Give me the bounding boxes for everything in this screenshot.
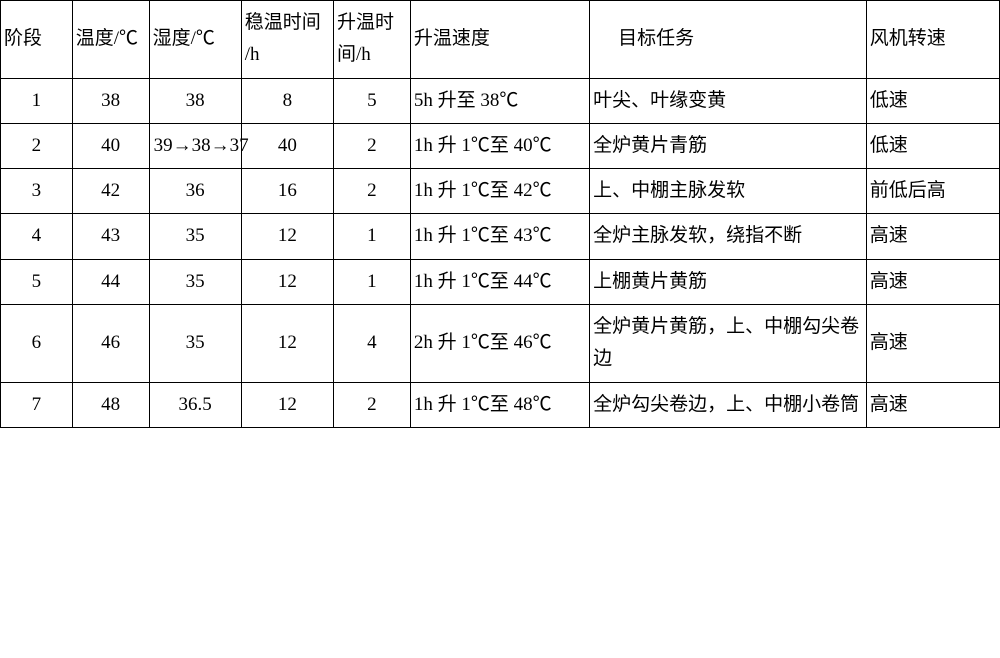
cell-stage: 1 bbox=[1, 78, 73, 123]
cell-heat-speed: 1h 升 1℃至 40℃ bbox=[410, 123, 589, 168]
cell-target: 叶尖、叶缘变黄 bbox=[590, 78, 867, 123]
cell-target: 全炉主脉发软，绕指不断 bbox=[590, 214, 867, 259]
cell-target: 全炉黄片青筋 bbox=[590, 123, 867, 168]
cell-temp: 42 bbox=[72, 169, 149, 214]
cell-heat-time: 2 bbox=[333, 169, 410, 214]
header-stage: 阶段 bbox=[1, 1, 73, 79]
cell-fan-speed: 低速 bbox=[866, 123, 999, 168]
header-stable-time: 稳温时间 /h bbox=[241, 1, 333, 79]
cell-stable-time: 12 bbox=[241, 382, 333, 427]
cell-target: 上棚黄片黄筋 bbox=[590, 259, 867, 304]
cell-fan-speed: 高速 bbox=[866, 214, 999, 259]
cell-stage: 5 bbox=[1, 259, 73, 304]
table-body: 1 38 38 8 5 5h 升至 38℃ 叶尖、叶缘变黄 低速 2 40 39… bbox=[1, 78, 1000, 427]
table-row: 3 42 36 16 2 1h 升 1℃至 42℃ 上、中棚主脉发软 前低后高 bbox=[1, 169, 1000, 214]
cell-stage: 3 bbox=[1, 169, 73, 214]
cell-stage: 2 bbox=[1, 123, 73, 168]
cell-humid: 39→38→37 bbox=[149, 123, 241, 168]
cell-stable-time: 16 bbox=[241, 169, 333, 214]
cell-heat-speed: 1h 升 1℃至 43℃ bbox=[410, 214, 589, 259]
cell-stable-time: 8 bbox=[241, 78, 333, 123]
cell-humid: 36.5 bbox=[149, 382, 241, 427]
cell-heat-speed: 1h 升 1℃至 42℃ bbox=[410, 169, 589, 214]
cell-stable-time: 40 bbox=[241, 123, 333, 168]
table-row: 6 46 35 12 4 2h 升 1℃至 46℃ 全炉黄片黄筋，上、中棚勾尖卷… bbox=[1, 305, 1000, 383]
cell-fan-speed: 高速 bbox=[866, 259, 999, 304]
cell-humid: 35 bbox=[149, 305, 241, 383]
cell-heat-speed: 2h 升 1℃至 46℃ bbox=[410, 305, 589, 383]
cell-stage: 4 bbox=[1, 214, 73, 259]
cell-fan-speed: 高速 bbox=[866, 305, 999, 383]
table-row: 4 43 35 12 1 1h 升 1℃至 43℃ 全炉主脉发软，绕指不断 高速 bbox=[1, 214, 1000, 259]
table-head: 阶段 温度/℃ 湿度/℃ 稳温时间 /h 升温时间/h 升温速度 目标任务 风机… bbox=[1, 1, 1000, 79]
cell-heat-time: 5 bbox=[333, 78, 410, 123]
cell-stage: 6 bbox=[1, 305, 73, 383]
cell-target: 全炉勾尖卷边，上、中棚小卷筒 bbox=[590, 382, 867, 427]
cell-temp: 38 bbox=[72, 78, 149, 123]
cell-temp: 43 bbox=[72, 214, 149, 259]
cell-heat-time: 1 bbox=[333, 214, 410, 259]
cell-humid: 35 bbox=[149, 214, 241, 259]
cell-stage: 7 bbox=[1, 382, 73, 427]
cell-fan-speed: 前低后高 bbox=[866, 169, 999, 214]
cell-heat-time: 1 bbox=[333, 259, 410, 304]
cell-humid: 38 bbox=[149, 78, 241, 123]
cell-stable-time: 12 bbox=[241, 305, 333, 383]
cell-target: 全炉黄片黄筋，上、中棚勾尖卷边 bbox=[590, 305, 867, 383]
process-table: 阶段 温度/℃ 湿度/℃ 稳温时间 /h 升温时间/h 升温速度 目标任务 风机… bbox=[0, 0, 1000, 428]
table-row: 5 44 35 12 1 1h 升 1℃至 44℃ 上棚黄片黄筋 高速 bbox=[1, 259, 1000, 304]
cell-temp: 44 bbox=[72, 259, 149, 304]
cell-heat-time: 2 bbox=[333, 382, 410, 427]
cell-humid: 36 bbox=[149, 169, 241, 214]
table-row: 2 40 39→38→37 40 2 1h 升 1℃至 40℃ 全炉黄片青筋 低… bbox=[1, 123, 1000, 168]
header-humid: 湿度/℃ bbox=[149, 1, 241, 79]
cell-temp: 48 bbox=[72, 382, 149, 427]
cell-heat-speed: 1h 升 1℃至 48℃ bbox=[410, 382, 589, 427]
cell-fan-speed: 低速 bbox=[866, 78, 999, 123]
cell-target: 上、中棚主脉发软 bbox=[590, 169, 867, 214]
table-row: 7 48 36.5 12 2 1h 升 1℃至 48℃ 全炉勾尖卷边，上、中棚小… bbox=[1, 382, 1000, 427]
cell-heat-time: 2 bbox=[333, 123, 410, 168]
header-target: 目标任务 bbox=[590, 1, 867, 79]
header-temp: 温度/℃ bbox=[72, 1, 149, 79]
header-heat-time: 升温时间/h bbox=[333, 1, 410, 79]
cell-heat-time: 4 bbox=[333, 305, 410, 383]
cell-stable-time: 12 bbox=[241, 259, 333, 304]
cell-temp: 46 bbox=[72, 305, 149, 383]
cell-heat-speed: 5h 升至 38℃ bbox=[410, 78, 589, 123]
cell-fan-speed: 高速 bbox=[866, 382, 999, 427]
header-fan-speed: 风机转速 bbox=[866, 1, 999, 79]
cell-heat-speed: 1h 升 1℃至 44℃ bbox=[410, 259, 589, 304]
table-row: 1 38 38 8 5 5h 升至 38℃ 叶尖、叶缘变黄 低速 bbox=[1, 78, 1000, 123]
cell-temp: 40 bbox=[72, 123, 149, 168]
header-row: 阶段 温度/℃ 湿度/℃ 稳温时间 /h 升温时间/h 升温速度 目标任务 风机… bbox=[1, 1, 1000, 79]
cell-stable-time: 12 bbox=[241, 214, 333, 259]
cell-humid: 35 bbox=[149, 259, 241, 304]
header-heat-speed: 升温速度 bbox=[410, 1, 589, 79]
